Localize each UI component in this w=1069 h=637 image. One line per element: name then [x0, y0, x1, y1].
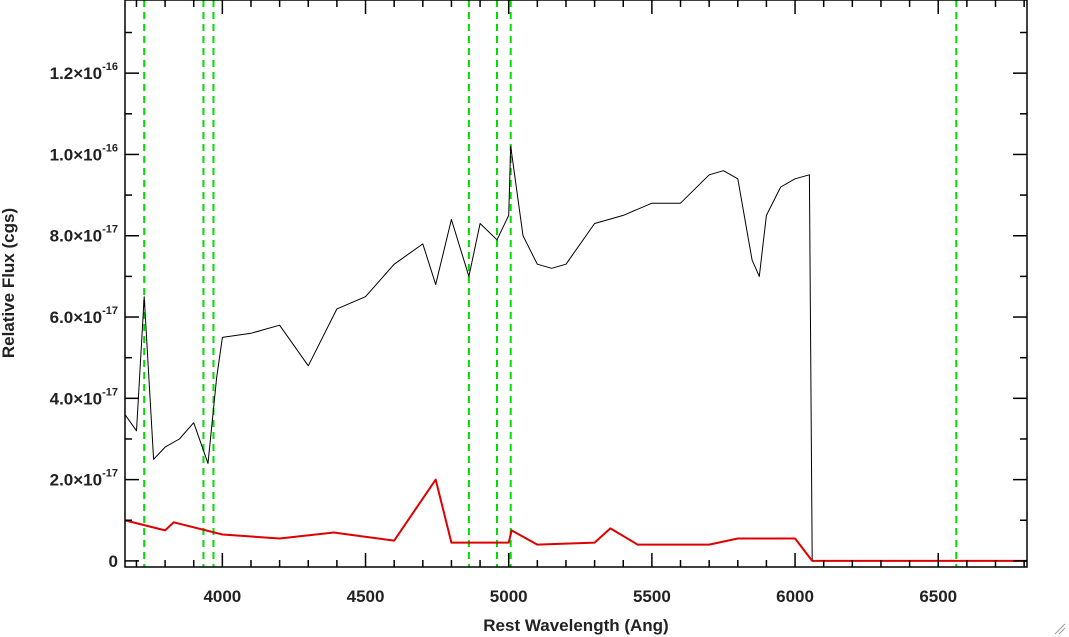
x-tick-label: 5500 — [633, 587, 671, 606]
y-tick-label: 0 — [109, 552, 118, 571]
plot-frame — [124, 0, 1028, 568]
y-tick-label: 6.0×10-17 — [50, 305, 118, 327]
x-tick-label: 6500 — [919, 587, 957, 606]
y-tick-label: 2.0×10-17 — [50, 468, 118, 490]
series-line — [124, 478, 1027, 562]
y-tick-label: 1.0×10-16 — [50, 142, 118, 164]
y-tick-label: 4.0×10-17 — [50, 386, 118, 408]
x-tick-label: 4000 — [203, 587, 241, 606]
series-line — [124, 145, 813, 561]
x-tick-label: 5000 — [490, 587, 528, 606]
y-tick-label: 1.2×10-16 — [50, 61, 118, 83]
x-tick-label: 6000 — [776, 587, 814, 606]
y-tick-labels: 0 2.0×10-17 4.0×10-17 6.0×10-17 8.0×10-17 1.0… — [50, 61, 118, 571]
axis-ticks — [125, 0, 1027, 567]
x-axis-title: Rest Wavelength (Ang) — [483, 616, 668, 635]
x-tick-labels: 4000 4500 5000 5500 6000 6500 — [203, 587, 957, 606]
series-layer — [124, 145, 1027, 562]
y-axis-title: Relative Flux (cgs) — [0, 208, 18, 358]
resize-grip-icon — [1054, 623, 1066, 635]
x-tick-label: 4500 — [347, 587, 385, 606]
reference-lines — [143, 0, 958, 567]
y-tick-label: 8.0×10-17 — [50, 224, 118, 246]
